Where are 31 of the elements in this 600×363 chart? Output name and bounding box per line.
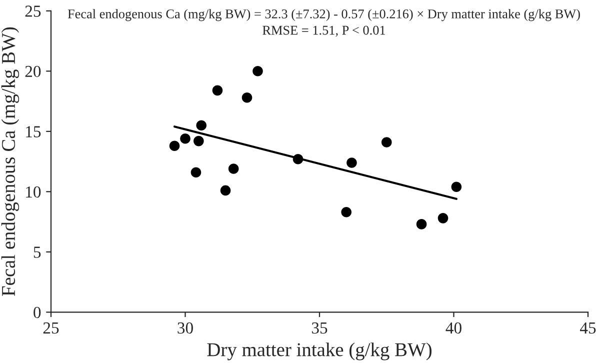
annotation: Fecal endogenous Ca (mg/kg BW) = 32.3 (±7.32) - 0.57 (±0.216) × Dry matter intake (g/kg BW)	[68, 9, 580, 22]
x-tick-label: 35	[312, 322, 328, 334]
point	[252, 66, 263, 76]
point	[220, 185, 231, 196]
point	[169, 140, 180, 152]
x-tick-label: 30	[178, 322, 193, 334]
x-tick-label: 25	[43, 322, 59, 334]
y-tick-label: 20	[25, 66, 41, 78]
point	[196, 120, 207, 131]
y-axis-title: Fecal endogenous Ca (mg/kg BW)	[1, 27, 20, 296]
point	[190, 167, 202, 178]
y-tick-label: 5	[34, 246, 41, 258]
point	[438, 213, 448, 224]
point	[194, 136, 204, 146]
x-axis-title: Dry matter intake (g/kg BW)	[207, 342, 432, 360]
point	[180, 133, 190, 144]
point	[416, 219, 427, 230]
point	[346, 158, 357, 168]
point	[341, 207, 352, 218]
point	[228, 164, 239, 174]
y-tick-label: 10	[26, 186, 41, 198]
point	[451, 182, 462, 192]
x-tick-label: 40	[446, 322, 462, 334]
y-tick-label: 15	[26, 126, 41, 138]
y-tick-label: 25	[25, 6, 41, 17]
point	[242, 92, 252, 103]
point	[212, 85, 223, 96]
point	[381, 137, 392, 148]
y-tick-label: 0	[34, 306, 41, 318]
annotation: RMSE = 1.51, P < 0.01	[262, 26, 386, 37]
x-tick-label: 45	[580, 322, 596, 334]
